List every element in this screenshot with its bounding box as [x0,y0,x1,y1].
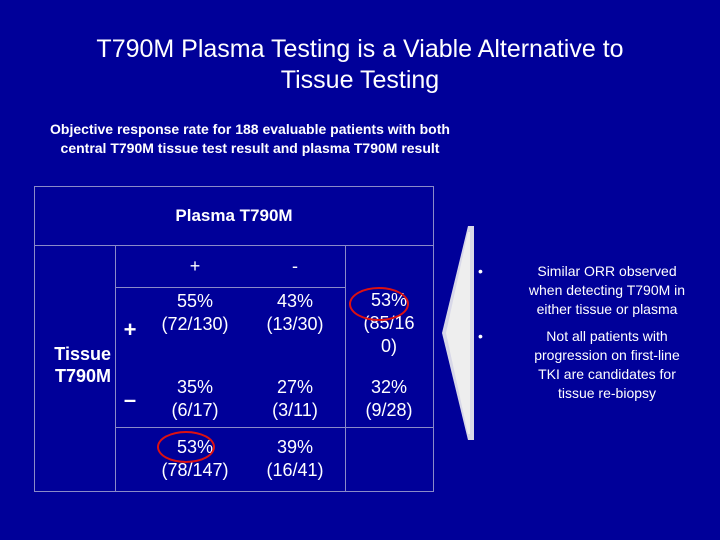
notes-list: • Similar ORR observed when detecting T7… [478,262,708,411]
note-text: Not all patients with progression on fir… [506,327,708,403]
grid-line [115,427,433,428]
title-line-2: Tissue Testing [280,66,440,94]
col-header-minus: - [292,255,298,276]
cell-tminus-pplus: 35% (6/17) [145,373,245,425]
cell-frac: 0) [380,335,397,356]
cell-tminus-total: 32% (9/28) [345,373,433,425]
subtitle-line-2: central T790M tissue test result and pla… [60,140,440,156]
cell-frac: (13/30) [266,314,324,334]
tissue-row-header: Tissue T790M [35,337,111,393]
row-sign-plus: + [123,317,137,342]
plasma-header: Plasma T790M [175,206,293,225]
bullet-icon: • [478,263,483,279]
cell-pct: 32% [370,377,408,397]
note-line: either tissue or plasma [536,301,678,317]
cell-frac: (16/41) [266,460,324,480]
highlight-circle [157,431,215,463]
note-line: tissue re-biopsy [557,385,657,401]
chevron-arrow-icon [442,226,474,440]
cell-tplus-pminus: 43% (13/30) [245,287,345,339]
note-line: Not all patients with [546,328,668,344]
slide-title: T790M Plasma Testing is a Viable Alterna… [0,34,720,96]
cell-tminus-pminus: 27% (3/11) [245,373,345,425]
cell-pct: 27% [276,377,314,397]
note-item: • Not all patients with progression on f… [478,327,708,403]
cell-frac: (72/130) [161,314,229,334]
slide-subtitle: Objective response rate for 188 evaluabl… [10,120,490,158]
cell-frac: (9/28) [365,400,413,420]
subtitle-line-1: Objective response rate for 188 evaluabl… [50,121,450,137]
cell-frac: (78/147) [161,460,229,480]
note-line: when detecting T790M in [528,282,686,298]
cell-pct: 43% [276,291,314,311]
note-text: Similar ORR observed when detecting T790… [506,262,708,319]
bullet-icon: • [478,328,483,344]
cell-pct: 39% [276,437,314,457]
grid-line [115,245,116,491]
note-line: progression on first-line [534,347,680,363]
orr-table: Plasma T790M + - Tissue T790M + – 55% (7… [34,186,434,492]
note-item: • Similar ORR observed when detecting T7… [478,262,708,319]
grid-line [115,287,345,288]
grid-line [35,245,433,246]
row-header-line-1: Tissue [54,344,111,364]
col-header-plus: + [189,255,201,276]
row-header-line-2: T790M [54,366,111,386]
highlight-circle [349,287,409,321]
row-sign-minus: – [123,387,137,412]
cell-pct: 35% [176,377,214,397]
grid-line [345,245,346,491]
cell-frac: (6/17) [171,400,219,420]
cell-tplus-pplus: 55% (72/130) [145,287,245,339]
cell-pct: 55% [176,291,214,311]
note-line: TKI are candidates for [538,366,676,382]
cell-frac: (3/11) [272,400,318,420]
note-line: Similar ORR observed [537,263,677,279]
title-line-1: T790M Plasma Testing is a Viable Alterna… [96,35,624,63]
cell-total-pminus: 39% (16/41) [245,433,345,485]
